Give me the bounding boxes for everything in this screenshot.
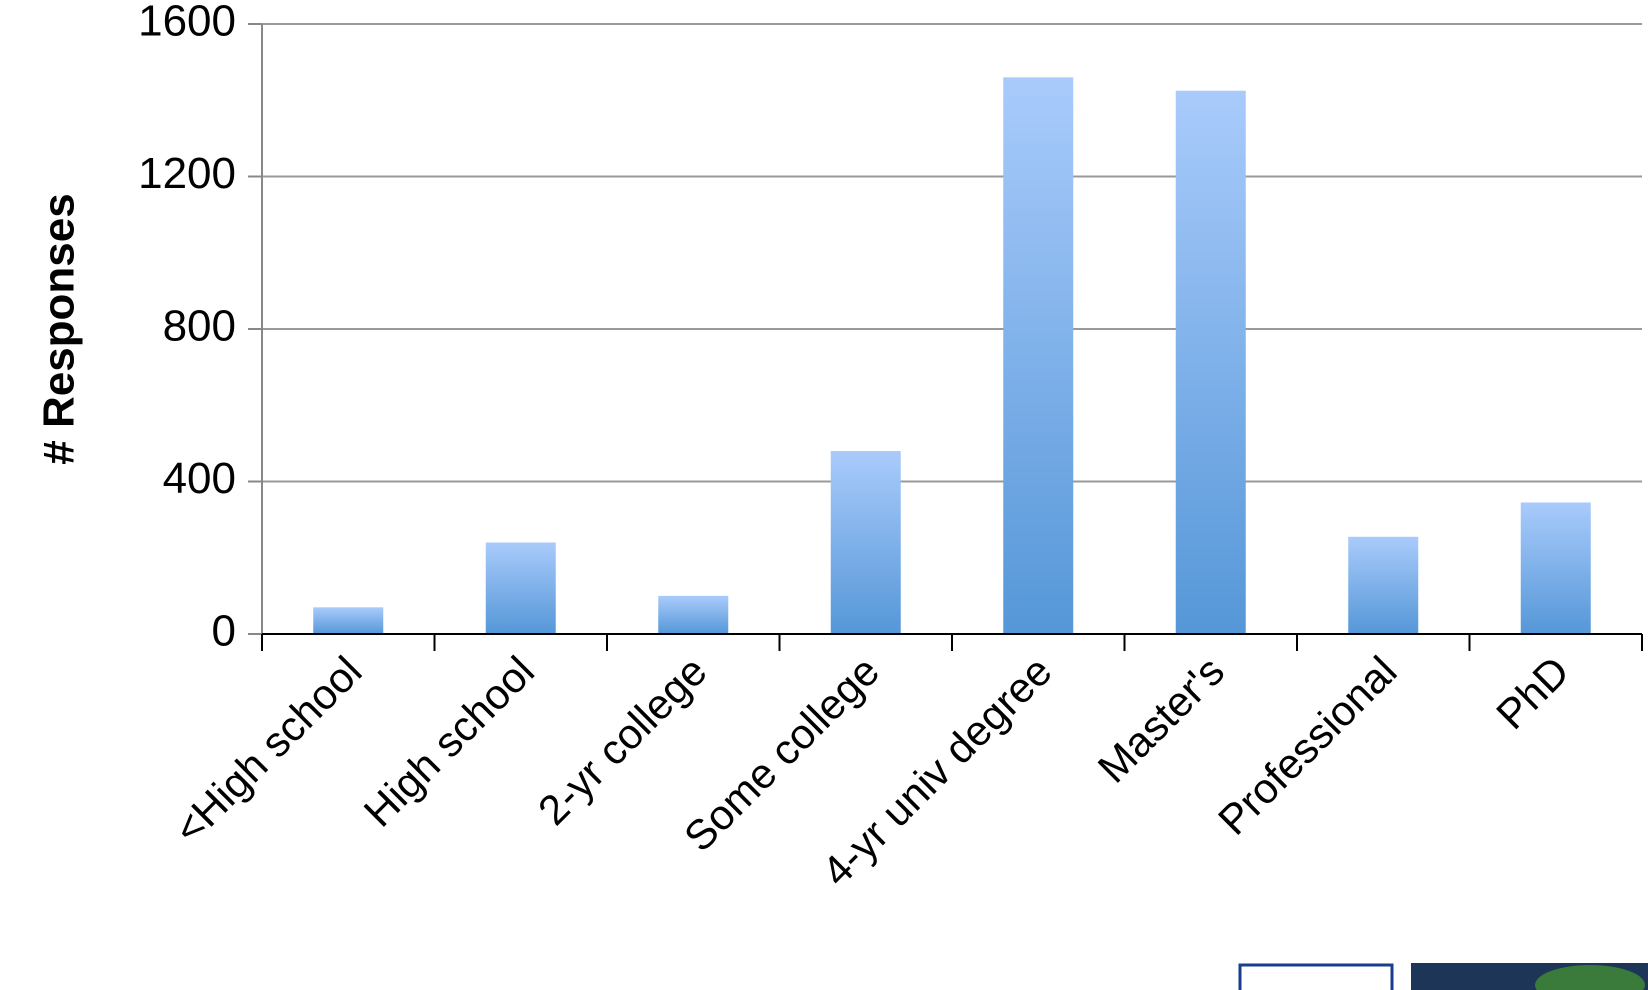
logo-ubc	[1238, 963, 1394, 990]
x-tick-label: <High school	[165, 647, 371, 853]
bar	[1348, 536, 1419, 634]
bar	[830, 451, 901, 634]
y-tick-label: 400	[163, 454, 236, 503]
y-tick-label: 800	[163, 302, 236, 351]
bar	[1175, 90, 1246, 634]
y-tick-label: 1600	[138, 0, 236, 46]
y-tick-label: 1200	[138, 149, 236, 198]
y-axis-label: # Responses	[35, 193, 84, 464]
x-tick-label: 2-yr college	[529, 647, 716, 834]
bar	[1003, 77, 1074, 634]
logo-tree	[1535, 965, 1645, 990]
bar	[658, 595, 729, 634]
x-tick-label: High school	[355, 647, 543, 835]
x-tick-label: PhD	[1487, 647, 1578, 738]
y-tick-label: 0	[212, 607, 236, 656]
logos	[1238, 963, 1648, 990]
bar	[485, 542, 556, 634]
bar	[313, 607, 384, 634]
bar	[1520, 502, 1591, 634]
x-tick-label: Professional	[1209, 647, 1406, 844]
x-tick-label: Master's	[1089, 647, 1234, 792]
